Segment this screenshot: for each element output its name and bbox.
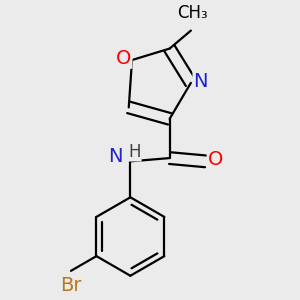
Text: CH₃: CH₃: [177, 4, 208, 22]
Text: H: H: [129, 143, 141, 161]
Text: O: O: [208, 150, 223, 169]
Text: Br: Br: [60, 276, 82, 295]
Text: O: O: [116, 49, 131, 68]
Text: N: N: [108, 147, 122, 166]
Text: N: N: [194, 72, 208, 91]
